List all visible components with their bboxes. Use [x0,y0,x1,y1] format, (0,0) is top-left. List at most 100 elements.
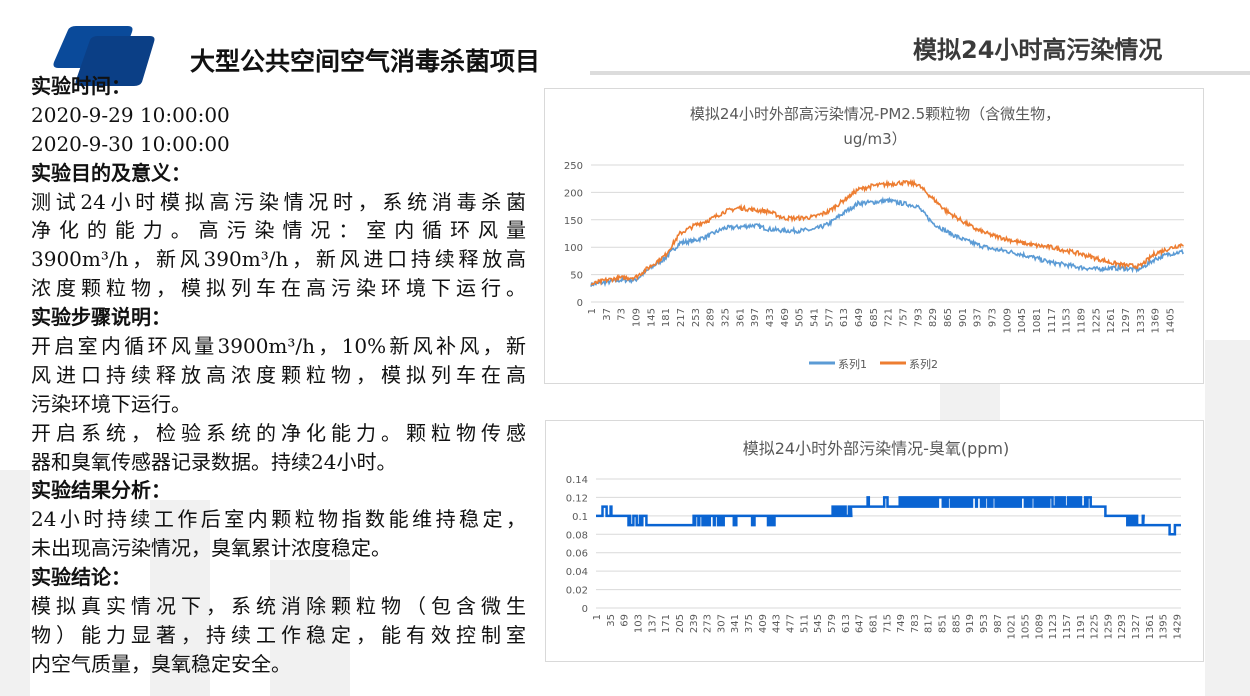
x-tick-label: 793 [913,308,924,327]
logo-icon [53,26,155,86]
x-tick-label: 1009 [1002,308,1013,333]
x-tick-label: 1225 [1090,614,1101,639]
x-tick-label: 851 [938,614,949,633]
body-line: 污染环境下运行。 [31,391,191,416]
x-tick-label: 973 [988,308,999,327]
x-tick-label: 817 [924,614,935,633]
y-tick-label: 200 [564,188,583,199]
y-tick-label: 0.08 [566,530,588,541]
section-heading: 实验目的及意义： [31,160,191,185]
x-tick-label: 1 [592,614,603,620]
x-tick-label: 137 [647,614,658,633]
chart-title-line2: ug/m3） [843,130,906,148]
x-tick-label: 1123 [1048,614,1059,639]
x-tick-label: 253 [691,308,702,327]
y-tick-label: 0.12 [566,493,588,504]
x-tick-label: 205 [675,614,686,633]
x-tick-label: 577 [824,308,835,327]
body-line: 2020-9-29 10:00:00 [31,102,230,127]
x-tick-label: 109 [632,308,643,327]
x-tick-label: 919 [965,614,976,633]
x-tick-label: 1157 [1062,614,1073,639]
x-tick-label: 953 [979,614,990,633]
x-tick-label: 375 [744,614,755,633]
section-heading: 实验步骤说明： [31,305,171,330]
x-tick-label: 511 [799,614,810,633]
x-tick-label: 69 [620,614,631,627]
x-tick-label: 505 [795,308,806,327]
section-heading: 实验结果分析： [31,478,171,503]
legend-label-series1: 系列1 [838,357,867,371]
y-tick-label: 0.1 [572,512,588,523]
skyline-decoration [270,560,350,696]
x-tick-label: 1021 [1007,614,1018,639]
y-tick-label: 50 [570,271,583,282]
body-line: 物）能力显著，持续工作稳定，能有效控制室 [31,622,526,647]
body-line: 风进口持续释放高浓度颗粒物，模拟列车在高 [31,362,526,387]
section-heading: 实验结论： [31,565,131,590]
section-heading: 实验时间： [31,74,131,98]
x-tick-label: 307 [716,614,727,633]
y-tick-label: 0.06 [566,549,588,560]
x-tick-label: 469 [780,308,791,327]
x-tick-label: 937 [973,308,984,327]
chart-title-line1: 模拟24小时外部高污染情况-PM2.5颗粒物（含微生物， [690,105,1060,123]
skyline-decoration [940,380,1000,420]
x-tick-label: 829 [928,308,939,327]
experiment-description: 实验时间： 2020-9-29 10:00:00 2020-9-30 10:00:0… [31,72,526,679]
page-title: 大型公共空间空气消毒杀菌项目 [190,47,541,76]
x-tick-label: 409 [758,614,769,633]
x-tick-label: 1055 [1020,614,1031,639]
y-tick-label: 0.14 [566,475,588,486]
body-line: 器和臭氧传感器记录数据。持续24小时。 [31,449,397,474]
x-tick-label: 1153 [1062,308,1073,333]
ozone-chart: 模拟24小时外部污染情况-臭氧(ppm) 0 0.02 0.04 0.06 0.08 0.… [545,420,1204,662]
x-tick-label: 1297 [1121,308,1132,333]
body-line: 3900m³/h，新风390m³/h，新风进口持续释放高 [31,247,526,272]
series-line-2 [590,178,1184,286]
legend-label-series2: 系列2 [909,357,938,371]
x-tick-label: 783 [910,614,921,633]
x-tick-label: 1429 [1173,614,1184,639]
body-line: 开启系统，检验系统的净化能力。颗粒物传感 [31,420,526,445]
x-tick-label: 1261 [1106,308,1117,333]
x-tick-label: 757 [899,308,910,327]
x-tick-label: 341 [730,614,741,633]
y-tick-label: 100 [564,243,583,254]
x-tick-label: 397 [750,308,761,327]
x-tick-label: 681 [868,614,879,633]
skyline-decoration [0,470,30,696]
x-tick-label: 1405 [1166,308,1177,333]
x-tick-label: 685 [869,308,880,327]
x-tick-label: 649 [854,308,865,327]
x-tick-label: 239 [689,614,700,633]
x-tick-label: 715 [882,614,893,633]
x-tick-label: 1089 [1034,614,1045,639]
y-tick-label: 150 [564,216,583,227]
x-tick-label: 1395 [1159,614,1170,639]
y-tick-label: 0 [582,604,588,615]
x-tick-label: 1369 [1151,308,1162,333]
body-line: 模拟真实情况下，系统消除颗粒物（包含微生 [31,594,526,619]
pm25-chart-svg: 模拟24小时外部高污染情况-PM2.5颗粒物（含微生物， ug/m3） 0 50 1… [564,105,1185,371]
x-tick-label: 289 [706,308,717,327]
x-tick-label: 433 [765,308,776,327]
x-tick-label: 613 [841,614,852,633]
x-tick-label: 545 [813,614,824,633]
x-tick-label: 1327 [1131,614,1142,639]
y-tick-label: 250 [564,161,583,172]
series-line-1 [590,196,1185,288]
y-tick-label: 0 [577,298,583,309]
x-tick-label: 181 [661,308,672,327]
x-tick-label: 901 [958,308,969,327]
x-tick-label: 1045 [1017,308,1028,333]
y-tick-label: 0.04 [566,567,588,578]
skyline-decoration [1205,340,1250,696]
x-tick-label: 647 [855,614,866,633]
body-line: 24小时持续工作后室内颗粒物指数能维持稳定， [31,507,526,532]
x-tick-label: 1 [587,308,598,314]
skyline-decoration [150,500,210,696]
x-tick-label: 1333 [1136,308,1147,333]
x-tick-label: 1361 [1145,614,1156,639]
legend: 系列1 系列2 [809,357,938,371]
